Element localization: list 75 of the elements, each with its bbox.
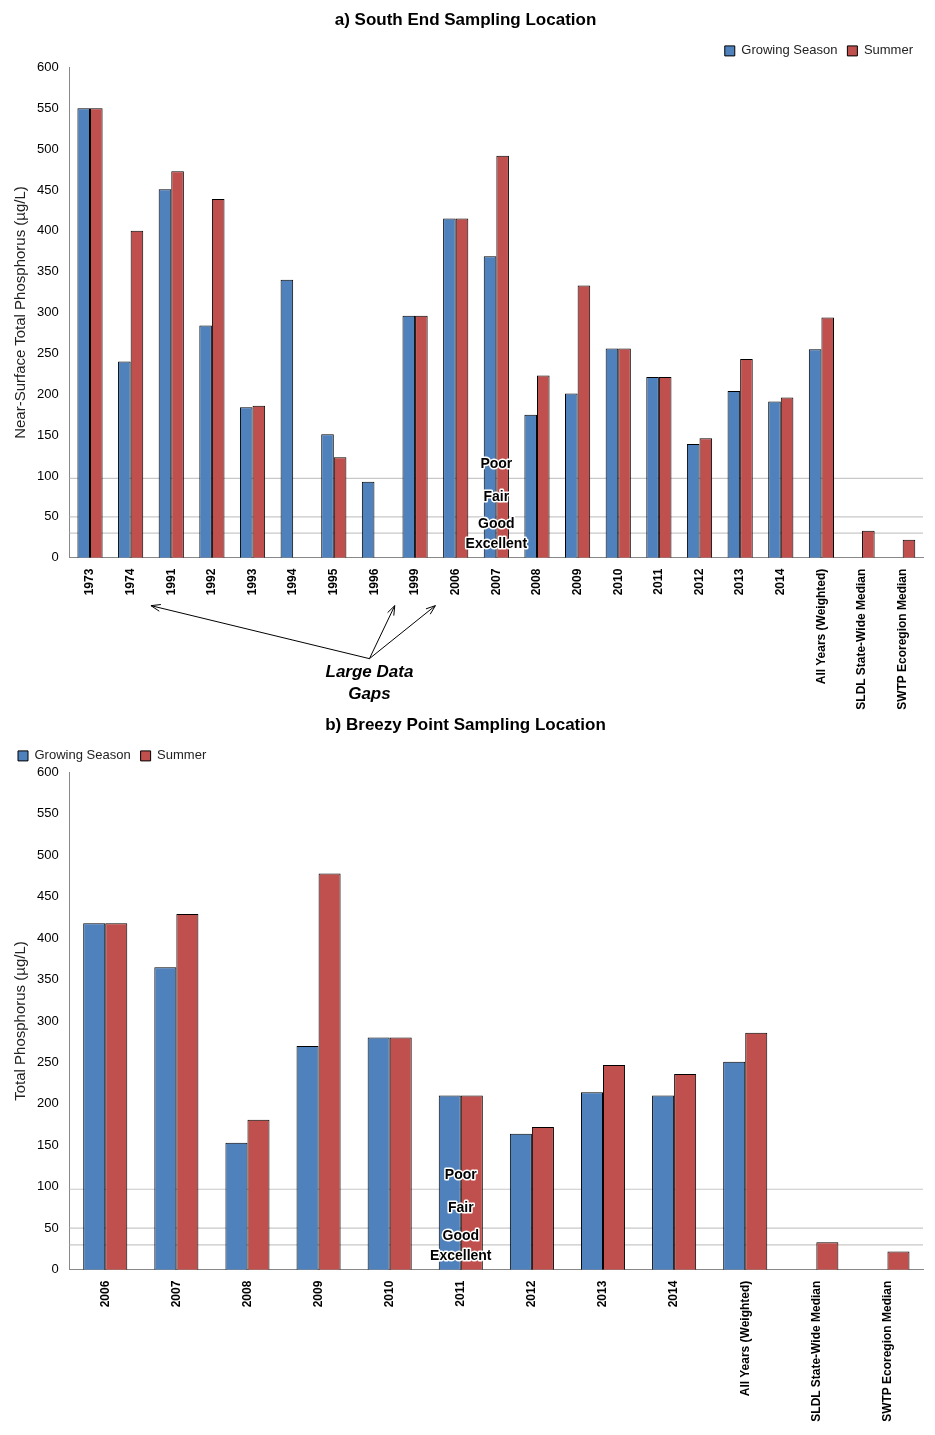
- x-tick-label: 1999: [407, 568, 422, 596]
- annotation: Fair: [447, 1199, 475, 1216]
- y-tick-label: 400: [36, 222, 59, 238]
- y-tick-label: 100: [36, 467, 59, 483]
- y-tick-label: 500: [36, 846, 59, 862]
- x-tick-label: 1994: [285, 568, 300, 596]
- x-tick-label: 1996: [366, 568, 381, 596]
- x-tick-label: 2007: [488, 568, 503, 596]
- y-tick-label: 0: [51, 1261, 59, 1277]
- annotation: Poor: [444, 1166, 478, 1183]
- x-tick-label: 2012: [524, 1280, 539, 1308]
- x-tick-label: 2012: [691, 568, 706, 596]
- y-tick-label: 350: [36, 971, 59, 987]
- x-tick-label: 1974: [122, 568, 137, 596]
- y-tick-label: 150: [36, 426, 59, 442]
- y-tick-label: 550: [36, 99, 59, 115]
- annotation: Poor: [480, 455, 513, 472]
- x-tick-label: 2011: [651, 568, 666, 595]
- annotation: Good: [478, 515, 515, 532]
- x-tick-label: 2014: [773, 568, 788, 596]
- y-tick-label: 200: [36, 1095, 59, 1111]
- x-tick-label: 1973: [82, 568, 97, 596]
- annotation: Fair: [483, 488, 510, 505]
- y-tick-label: 300: [36, 304, 59, 320]
- annotation: Good: [442, 1226, 480, 1243]
- x-tick-label: 2013: [595, 1280, 610, 1308]
- chart-title: a) South End Sampling Location: [334, 9, 597, 29]
- x-tick-label: 1992: [204, 568, 219, 596]
- x-tick-label: 2008: [239, 1280, 254, 1308]
- legend-label: Growing Season: [34, 747, 131, 763]
- y-tick-label: 200: [36, 385, 59, 401]
- x-tick-label: 2007: [168, 1280, 183, 1308]
- y-tick-label: 450: [36, 888, 59, 904]
- x-tick-label: SLDL State-Wide Median: [808, 1280, 823, 1422]
- x-tick-label: All Years (Weighted): [737, 1280, 752, 1397]
- legend-label: Growing Season: [741, 42, 838, 58]
- y-tick-label: 450: [36, 181, 59, 197]
- x-tick-label: 2014: [666, 1280, 681, 1308]
- y-tick-label: 250: [36, 1054, 59, 1070]
- y-tick-label: 100: [36, 1178, 59, 1194]
- y-tick-label: 550: [36, 805, 59, 821]
- x-tick-label: SWTP Ecoregion Median: [879, 1280, 894, 1422]
- x-tick-label: 2006: [97, 1280, 112, 1308]
- x-tick-label: 2010: [381, 1280, 396, 1308]
- y-axis-title: Total Phosphorus (µg/L): [11, 941, 29, 1101]
- y-tick-label: 600: [36, 58, 59, 74]
- y-tick-label: 50: [44, 1219, 59, 1235]
- x-tick-label: 2008: [529, 568, 544, 596]
- legend-label: Summer: [863, 42, 914, 58]
- y-tick-label: 350: [36, 263, 59, 279]
- x-tick-label: 2009: [569, 568, 584, 596]
- y-tick-label: 0: [51, 549, 59, 565]
- text: Large Data Gaps: [325, 662, 414, 704]
- x-tick-label: 2009: [310, 1280, 325, 1308]
- x-tick-label: 2006: [448, 568, 463, 596]
- x-tick-label: 2011: [453, 1280, 468, 1307]
- x-tick-label: SLDL State-Wide Median: [854, 568, 869, 710]
- y-axis-title: Near-Surface Total Phosphorus (µg/L): [11, 186, 29, 439]
- chart-title: b) Breezy Point Sampling Location: [325, 714, 606, 734]
- x-tick-label: 1991: [163, 568, 178, 596]
- y-tick-label: 50: [44, 508, 59, 524]
- x-tick-label: 1995: [326, 568, 341, 596]
- x-tick-label: SWTP Ecoregion Median: [895, 568, 909, 710]
- x-tick-label: All Years (Weighted): [813, 568, 828, 685]
- y-tick-label: 500: [36, 140, 59, 156]
- x-tick-label: 2013: [732, 568, 747, 596]
- y-tick-label: 150: [36, 1136, 59, 1152]
- x-tick-label: 2010: [610, 568, 625, 596]
- y-tick-label: 250: [36, 344, 59, 360]
- y-tick-label: 300: [36, 1012, 59, 1028]
- annotation: Excellent: [430, 1247, 492, 1264]
- legend-label: Summer: [157, 747, 207, 763]
- x-tick-label: 1993: [244, 568, 259, 596]
- y-tick-label: 600: [36, 763, 59, 779]
- y-tick-label: 400: [36, 929, 59, 945]
